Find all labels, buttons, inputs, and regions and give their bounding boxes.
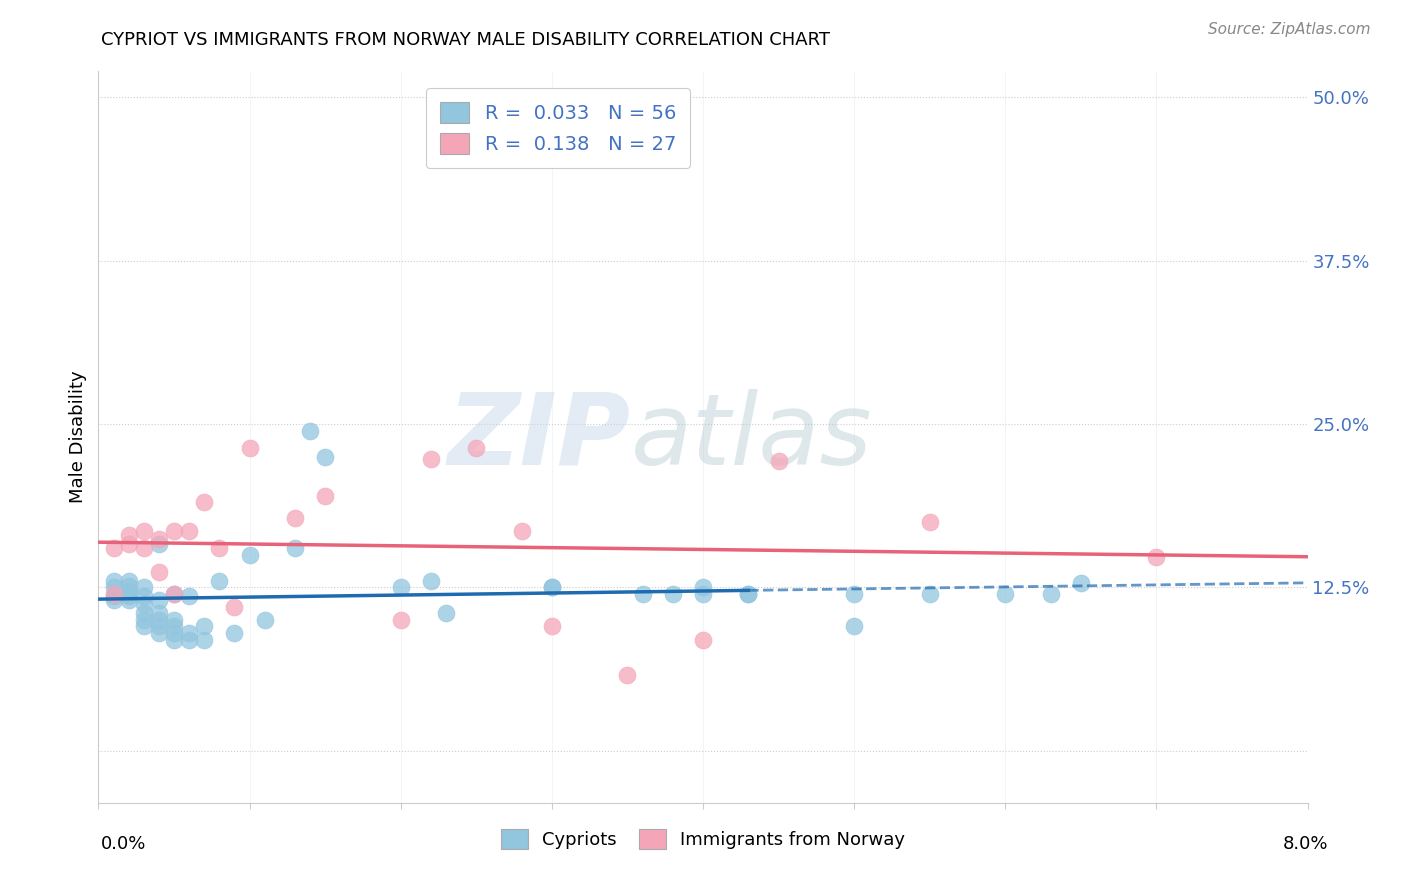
Text: 0.0%: 0.0% xyxy=(101,835,146,853)
Point xyxy=(389,613,412,627)
Point xyxy=(148,532,170,546)
Point xyxy=(132,619,155,633)
Point xyxy=(540,580,562,594)
Point xyxy=(540,580,562,594)
Point xyxy=(284,541,307,555)
Point xyxy=(224,599,246,614)
Point xyxy=(193,619,215,633)
Point xyxy=(179,524,201,538)
Point xyxy=(163,619,186,633)
Point xyxy=(314,489,336,503)
Point xyxy=(1070,576,1092,591)
Point xyxy=(1039,587,1062,601)
Point xyxy=(692,632,714,647)
Point xyxy=(118,587,141,601)
Point xyxy=(314,450,336,464)
Point xyxy=(768,453,790,467)
Point xyxy=(163,626,186,640)
Point xyxy=(118,537,141,551)
Text: atlas: atlas xyxy=(630,389,872,485)
Point xyxy=(148,619,170,633)
Point xyxy=(148,565,170,579)
Point xyxy=(631,587,654,601)
Point xyxy=(299,424,322,438)
Point xyxy=(132,597,155,611)
Point xyxy=(434,607,457,621)
Point xyxy=(465,441,488,455)
Point xyxy=(118,593,141,607)
Point xyxy=(118,579,141,593)
Text: 8.0%: 8.0% xyxy=(1284,835,1329,853)
Point xyxy=(163,587,186,601)
Point xyxy=(692,587,714,601)
Point xyxy=(239,441,262,455)
Point xyxy=(163,524,186,538)
Point xyxy=(118,528,141,542)
Point xyxy=(148,613,170,627)
Point xyxy=(208,541,231,555)
Point xyxy=(132,541,155,555)
Point xyxy=(193,632,215,647)
Point xyxy=(132,580,155,594)
Point xyxy=(163,613,186,627)
Legend: Cypriots, Immigrants from Norway: Cypriots, Immigrants from Norway xyxy=(494,822,912,856)
Point xyxy=(163,632,186,647)
Point xyxy=(179,626,201,640)
Point xyxy=(420,452,443,467)
Point xyxy=(103,593,125,607)
Text: CYPRIOT VS IMMIGRANTS FROM NORWAY MALE DISABILITY CORRELATION CHART: CYPRIOT VS IMMIGRANTS FROM NORWAY MALE D… xyxy=(101,31,830,49)
Point xyxy=(918,587,941,601)
Point xyxy=(179,590,201,604)
Point xyxy=(420,574,443,588)
Point xyxy=(163,587,186,601)
Point xyxy=(661,587,683,601)
Point xyxy=(737,587,759,601)
Point xyxy=(208,574,231,588)
Point xyxy=(179,632,201,647)
Point xyxy=(510,524,533,538)
Point xyxy=(844,587,866,601)
Text: Source: ZipAtlas.com: Source: ZipAtlas.com xyxy=(1208,22,1371,37)
Point xyxy=(148,607,170,621)
Point xyxy=(118,590,141,604)
Point xyxy=(737,587,759,601)
Point xyxy=(239,548,262,562)
Point xyxy=(148,593,170,607)
Point xyxy=(132,590,155,604)
Point xyxy=(103,574,125,588)
Point xyxy=(103,587,125,601)
Point xyxy=(132,607,155,621)
Point xyxy=(284,511,307,525)
Text: ZIP: ZIP xyxy=(447,389,630,485)
Point xyxy=(148,537,170,551)
Point xyxy=(118,574,141,588)
Point xyxy=(118,584,141,599)
Point xyxy=(994,587,1017,601)
Point xyxy=(148,626,170,640)
Point xyxy=(389,580,412,594)
Point xyxy=(616,667,638,682)
Point xyxy=(692,580,714,594)
Point xyxy=(132,613,155,627)
Point xyxy=(103,580,125,594)
Point xyxy=(540,619,562,633)
Point xyxy=(103,541,125,555)
Point xyxy=(253,613,276,627)
Point xyxy=(1146,550,1168,565)
Point xyxy=(844,619,866,633)
Y-axis label: Male Disability: Male Disability xyxy=(69,371,87,503)
Point xyxy=(224,626,246,640)
Point xyxy=(103,590,125,604)
Point xyxy=(193,495,215,509)
Point xyxy=(132,524,155,538)
Point xyxy=(918,515,941,529)
